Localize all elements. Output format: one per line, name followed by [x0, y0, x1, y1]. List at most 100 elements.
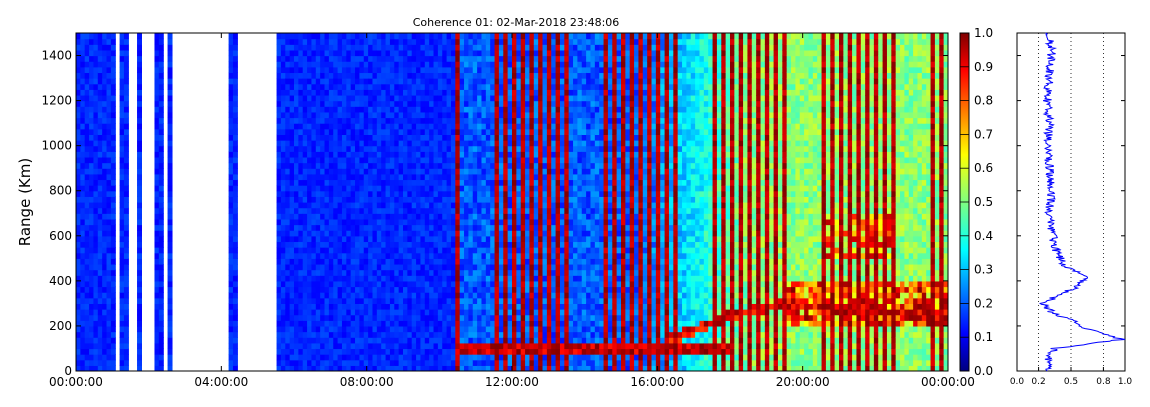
- heatmap-cell: [424, 359, 430, 366]
- heatmap-cell: [232, 66, 238, 74]
- heatmap-cell: [538, 235, 544, 243]
- heatmap-cell: [368, 33, 374, 40]
- heatmap-cell: [385, 134, 391, 141]
- heatmap-cell: [328, 337, 334, 344]
- heatmap-cell: [110, 44, 116, 51]
- heatmap-cell: [346, 354, 352, 361]
- heatmap-cell: [80, 61, 86, 68]
- heatmap-cell: [472, 89, 478, 96]
- heatmap-cell: [228, 359, 234, 366]
- heatmap-cell: [533, 320, 539, 327]
- heatmap-cell: [433, 151, 439, 158]
- heatmap-cell: [276, 190, 282, 197]
- heatmap-cell: [446, 337, 452, 344]
- heatmap-cell: [298, 365, 304, 371]
- heatmap-cell: [80, 202, 86, 209]
- heatmap-cell: [106, 83, 112, 90]
- heatmap-cell: [376, 309, 382, 316]
- heatmap-cell: [93, 342, 99, 350]
- heatmap-cell: [433, 66, 439, 74]
- heatmap-cell: [424, 320, 430, 327]
- heatmap-cell: [385, 123, 391, 130]
- heatmap-cell: [89, 168, 95, 175]
- heatmap-cell: [333, 111, 339, 119]
- heatmap-cell: [416, 224, 422, 231]
- heatmap-cell: [411, 331, 417, 338]
- heatmap-cell: [503, 354, 509, 361]
- heatmap-cell: [520, 173, 526, 181]
- heatmap-cell: [481, 72, 487, 79]
- heatmap-cell: [154, 213, 160, 220]
- heatmap-cell: [394, 207, 400, 214]
- heatmap-cell: [93, 151, 99, 158]
- heatmap-cell: [407, 78, 413, 85]
- heatmap-cell: [324, 202, 330, 209]
- heatmap-cell: [372, 224, 378, 231]
- heatmap-cell: [110, 156, 116, 164]
- heatmap-cell: [346, 252, 352, 259]
- heatmap-cell: [446, 241, 452, 248]
- heatmap-cell: [80, 309, 86, 316]
- heatmap-cell: [337, 218, 343, 226]
- heatmap-cell: [381, 55, 387, 62]
- heatmap-cell: [110, 331, 116, 338]
- heatmap-cell: [533, 156, 539, 164]
- heatmap-cell: [477, 325, 483, 333]
- heatmap-cell: [389, 117, 395, 124]
- heatmap-cell: [320, 342, 326, 350]
- heatmap-cell: [411, 320, 417, 327]
- heatmap-cell: [359, 331, 365, 338]
- heatmap-cell: [455, 83, 461, 90]
- heatmap-cell: [525, 55, 531, 62]
- heatmap-cell: [346, 348, 352, 355]
- heatmap-cell: [403, 128, 408, 135]
- heatmap-cell: [398, 365, 404, 371]
- heatmap-cell: [411, 66, 417, 74]
- heatmap-cell: [403, 179, 408, 186]
- heatmap-cell: [328, 297, 334, 304]
- heatmap-cell: [228, 111, 234, 119]
- heatmap-cell: [546, 292, 552, 299]
- heatmap-cell: [381, 66, 387, 74]
- heatmap-cell: [102, 145, 108, 152]
- heatmap-cell: [507, 202, 513, 209]
- heatmap-cell: [538, 49, 544, 57]
- heatmap-cell: [494, 365, 500, 371]
- heatmap-cell: [459, 117, 465, 124]
- heatmap-cell: [468, 252, 474, 259]
- heatmap-cell: [307, 320, 313, 327]
- heatmap-cell: [298, 162, 304, 169]
- heatmap-cell: [232, 314, 238, 321]
- heatmap-cell: [546, 286, 552, 293]
- heatmap-cell: [106, 337, 112, 344]
- heatmap-cell: [80, 207, 86, 214]
- heatmap-cell: [80, 263, 86, 271]
- heatmap-cell: [355, 263, 360, 271]
- heatmap-cell: [464, 196, 469, 203]
- heatmap-cell: [228, 292, 234, 299]
- heatmap-cell: [376, 286, 382, 293]
- heatmap-cell: [481, 331, 487, 338]
- heatmap-cell: [97, 151, 103, 158]
- heatmap-cell: [294, 275, 299, 282]
- heatmap-cell: [324, 33, 330, 40]
- heatmap-cell: [464, 173, 469, 181]
- heatmap-cell: [102, 320, 108, 327]
- heatmap-cell: [333, 196, 339, 203]
- heatmap-cell: [328, 247, 334, 254]
- heatmap-cell: [376, 145, 382, 152]
- heatmap-cell: [350, 331, 356, 338]
- heatmap-cell: [551, 263, 557, 271]
- heatmap-cell: [485, 207, 491, 214]
- heatmap-cell: [307, 342, 313, 350]
- heatmap-cell: [385, 202, 391, 209]
- heatmap-cell: [302, 325, 308, 333]
- heatmap-cell: [468, 173, 474, 181]
- heatmap-cell: [424, 325, 430, 333]
- heatmap-cell: [228, 72, 234, 79]
- heatmap-cell: [424, 72, 430, 79]
- heatmap-cell: [490, 179, 496, 186]
- heatmap-cell: [485, 365, 491, 371]
- heatmap-cell: [512, 325, 517, 333]
- heatmap-cell: [472, 286, 478, 293]
